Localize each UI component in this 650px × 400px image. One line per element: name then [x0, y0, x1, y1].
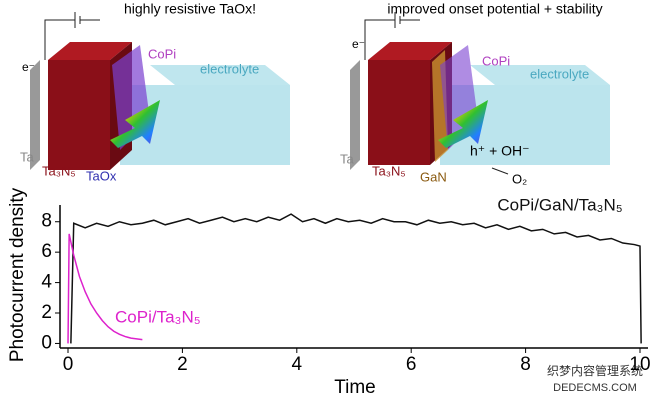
label: CoPi	[148, 46, 176, 61]
y-tick-label: 0	[41, 332, 52, 353]
label: Ta₃N₅	[372, 163, 406, 178]
y-tick-label: 8	[41, 211, 52, 232]
x-tick-label: 4	[292, 354, 303, 375]
block-top	[368, 42, 452, 60]
y-tick-label: 2	[41, 302, 52, 323]
diagram-left: highly resistive TaOx! e⁻ CoPi electroly…	[20, 1, 290, 183]
label: GaN	[420, 169, 447, 184]
y-axis-label: Photocurrent density	[7, 187, 28, 362]
arrow	[491, 167, 509, 175]
diagram-right: improved onset potential + stability e⁻ …	[340, 1, 610, 186]
electrolyte-top	[470, 65, 610, 85]
wire	[364, 19, 395, 60]
series-line	[70, 213, 642, 344]
label: TaOx	[86, 168, 117, 183]
label: electrolyte	[530, 66, 589, 81]
x-tick-label: 8	[520, 354, 531, 375]
label: Ta	[340, 151, 355, 166]
x-tick-label: 0	[63, 354, 74, 375]
light-arrow	[438, 100, 488, 148]
x-tick-label: 10	[629, 354, 650, 375]
wire	[44, 19, 75, 60]
y-tick-label: 4	[41, 272, 52, 293]
label: CoPi	[482, 53, 510, 68]
label: Ta₃N₅	[42, 163, 76, 178]
series-label: CoPi/Ta₃N₅	[115, 307, 201, 326]
block-front	[48, 60, 110, 170]
y-tick-label: 6	[41, 241, 52, 262]
series-line	[67, 233, 143, 344]
series-label: CoPi/GaN/Ta₃N₅	[497, 195, 622, 214]
x-axis-label: Time	[334, 377, 376, 398]
label: e⁻	[22, 60, 35, 74]
label: O₂	[512, 171, 527, 186]
x-tick-label: 6	[406, 354, 417, 375]
light-arrow	[110, 100, 160, 148]
label: Ta	[20, 149, 35, 164]
x-tick-label: 2	[177, 354, 188, 375]
label: e⁻	[352, 37, 365, 51]
label: electrolyte	[200, 61, 259, 76]
diagram-title: improved onset potential + stability	[387, 1, 602, 17]
watermark: DEDECMS.COM	[553, 382, 637, 394]
diagram-title: highly resistive TaOx!	[124, 1, 256, 17]
block-front	[368, 60, 430, 165]
block-top	[48, 42, 132, 60]
label: h⁺ + OH⁻	[470, 143, 530, 159]
electrolyte-top	[150, 65, 290, 85]
ta-plate	[350, 60, 360, 170]
ta-plate	[30, 60, 40, 170]
watermark: 织梦内容管理系统	[547, 363, 643, 378]
